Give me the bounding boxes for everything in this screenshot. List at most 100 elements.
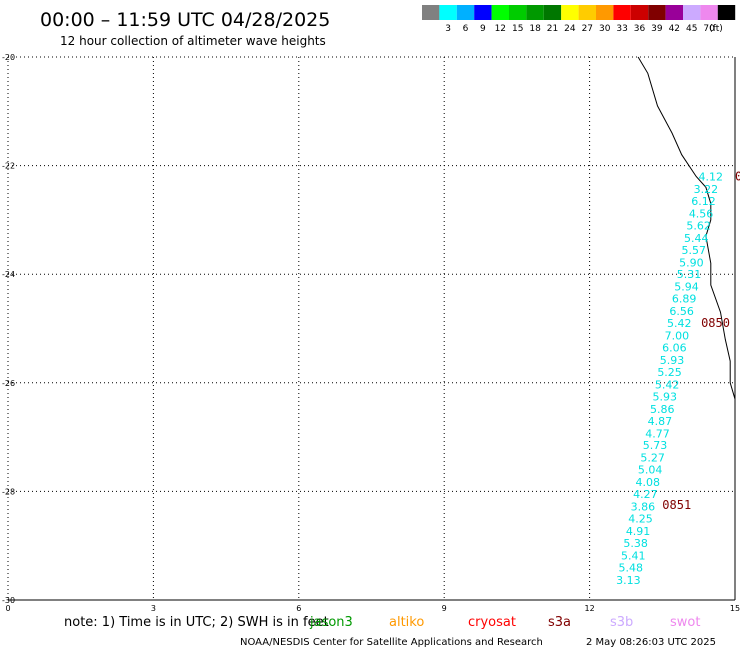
wave-height-label: 5.86 — [650, 403, 675, 416]
satellite-label: altiko — [389, 615, 424, 630]
wave-height-label: 5.44 — [684, 232, 709, 245]
time-labels: 0 0850 0851 — [662, 169, 740, 512]
satellite-legend: jason3 altiko cryosat s3a s3b swot — [309, 615, 700, 630]
x-tick-label: 0 — [5, 604, 10, 613]
wave-height-label: 4.27 — [633, 488, 658, 501]
wave-height-label: 3.22 — [694, 183, 719, 196]
wave-height-label: 5.25 — [657, 366, 682, 379]
legend-unit-label: (ft) — [709, 24, 723, 34]
legend-value-label: 21 — [547, 24, 558, 34]
y-tick-label: -30 — [2, 596, 15, 605]
wave-height-label: 3.13 — [616, 574, 641, 587]
wave-height-label: 5.38 — [623, 537, 648, 550]
wave-height-label: 4.12 — [699, 170, 724, 183]
wave-height-label: 3.86 — [631, 501, 656, 514]
legend-swatch — [596, 5, 614, 20]
legend-swatch — [683, 5, 701, 20]
wave-height-label: 5.93 — [660, 354, 685, 367]
satellite-label: s3a — [548, 615, 571, 630]
y-tick-label: -20 — [2, 53, 15, 62]
legend-swatch — [491, 5, 509, 20]
legend-swatch — [648, 5, 666, 20]
wave-height-label: 4.56 — [689, 207, 714, 220]
legend-swatch — [422, 5, 440, 20]
satellite-label: swot — [670, 615, 700, 630]
map-grid — [7, 56, 736, 601]
footer-note: note: 1) Time is in UTC; 2) SWH is in fe… — [64, 615, 329, 630]
legend-swatch — [439, 5, 457, 20]
satellite-label: s3b — [610, 615, 633, 630]
legend-value-label: 6 — [463, 24, 469, 34]
legend-value-label: 15 — [512, 24, 523, 34]
legend-value-label: 70 — [703, 24, 715, 34]
wave-height-label: 5.94 — [674, 281, 699, 294]
wave-height-label: 5.62 — [686, 219, 711, 232]
footer-bar: note: 1) Time is in UTC; 2) SWH is in fe… — [64, 615, 716, 648]
legend-swatch — [526, 5, 544, 20]
wave-height-label: 4.25 — [628, 513, 653, 526]
color-legend — [422, 5, 736, 20]
wave-height-label: 4.87 — [648, 415, 673, 428]
legend-value-label: 39 — [651, 24, 663, 34]
wave-height-label: 5.57 — [682, 244, 707, 257]
wave-height-label: 6.56 — [669, 305, 694, 318]
legend-value-label: 18 — [529, 24, 541, 34]
color-legend-labels: 3 6 9 12 15 18 21 24 27 30 33 36 39 42 45 70 — [445, 24, 715, 34]
footer-timestamp: 2 May 08:26:03 UTC 2025 — [586, 637, 716, 648]
wave-height-label: 6.06 — [662, 342, 687, 355]
time-label: 0 — [735, 169, 740, 183]
legend-value-label: 36 — [634, 24, 646, 34]
wave-height-label: 6.12 — [691, 195, 716, 208]
wave-height-label: 7.00 — [665, 330, 690, 343]
wave-height-label: 6.89 — [672, 293, 697, 306]
legend-swatch — [578, 5, 596, 20]
wave-height-label: 5.73 — [643, 439, 668, 452]
legend-value-label: 30 — [599, 24, 611, 34]
legend-value-label: 9 — [480, 24, 486, 34]
map-title: 00:00 – 11:59 UTC 04/28/2025 — [40, 9, 330, 31]
y-tick-label: -28 — [2, 487, 15, 496]
axis-tick-labels: 0 3 6 9 12 15 -20 -22 -24 -26 -28 -30 — [2, 53, 740, 613]
legend-swatch — [474, 5, 492, 20]
wave-height-label: 5.31 — [677, 268, 702, 281]
x-tick-label: 3 — [151, 604, 156, 613]
legend-value-label: 24 — [564, 24, 576, 34]
legend-swatch — [456, 5, 475, 20]
wave-height-label: 4.08 — [636, 476, 661, 489]
legend-swatch — [561, 5, 579, 20]
legend-value-label: 3 — [445, 24, 451, 34]
legend-swatch — [700, 5, 718, 20]
wave-height-label: 5.90 — [679, 256, 704, 269]
wave-height-label: 5.27 — [640, 452, 665, 465]
satellite-label: cryosat — [468, 615, 516, 630]
time-label: 0851 — [662, 498, 691, 512]
wave-height-label: 5.93 — [652, 390, 677, 403]
legend-value-label: 45 — [686, 24, 697, 34]
legend-value-label: 42 — [669, 24, 680, 34]
y-tick-label: -22 — [2, 162, 15, 171]
x-tick-label: 9 — [442, 604, 447, 613]
footer-credit: NOAA/NESDIS Center for Satellite Applica… — [240, 637, 543, 648]
legend-value-label: 27 — [582, 24, 593, 34]
legend-value-label: 33 — [616, 24, 627, 34]
legend-swatch — [630, 5, 649, 20]
wave-height-label: 4.77 — [645, 427, 670, 440]
legend-swatch — [717, 5, 736, 20]
legend-swatch — [613, 5, 631, 20]
wave-height-label: 5.42 — [667, 317, 692, 330]
wave-height-label: 5.48 — [619, 561, 644, 574]
wave-height-label: 5.41 — [621, 549, 646, 562]
x-tick-label: 6 — [296, 604, 301, 613]
wave-height-label: 5.42 — [655, 378, 680, 391]
wave-height-label: 5.04 — [638, 464, 663, 477]
map-subtitle: 12 hour collection of altimeter wave hei… — [60, 34, 326, 48]
legend-value-label: 12 — [495, 24, 506, 34]
wave-height-label: 4.91 — [626, 525, 651, 538]
legend-swatch — [543, 5, 562, 20]
y-tick-label: -24 — [2, 270, 15, 279]
satellite-label: jason3 — [309, 615, 353, 630]
y-tick-label: -26 — [2, 379, 15, 388]
x-tick-label: 15 — [730, 604, 740, 613]
coastline — [637, 56, 736, 416]
